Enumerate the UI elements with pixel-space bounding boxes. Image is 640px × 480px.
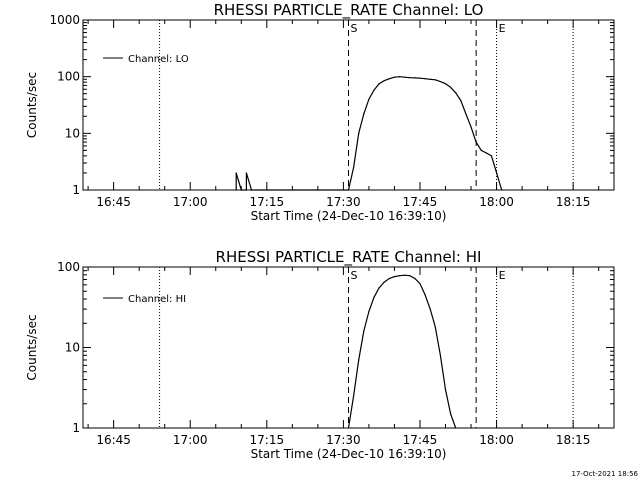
data-point <box>455 92 457 94</box>
x-tick-label: 16:45 <box>96 433 131 447</box>
data-point <box>368 98 370 100</box>
data-point <box>353 395 355 397</box>
x-tick-label: 17:45 <box>403 195 438 209</box>
y-axis-label: Counts/sec <box>25 72 39 138</box>
data-point <box>429 308 431 310</box>
start-marker-label: S <box>351 22 358 35</box>
data-point <box>409 77 411 79</box>
data-point <box>495 172 498 174</box>
data-point <box>240 189 242 191</box>
data-point <box>460 99 462 102</box>
x-tick-label: 18:15 <box>556 433 591 447</box>
series-line <box>347 274 457 429</box>
x-tick-label: 17:15 <box>250 195 285 209</box>
data-point <box>235 189 237 191</box>
data-point <box>434 79 436 81</box>
data-point <box>393 76 396 78</box>
data-point <box>388 277 390 280</box>
data-point <box>245 172 247 174</box>
x-axis-label: Start Time (24-Dec-10 16:39:10) <box>251 447 447 461</box>
data-point <box>383 80 385 82</box>
data-point <box>388 78 390 80</box>
data-point <box>475 141 477 143</box>
x-tick-label: 17:45 <box>403 433 438 447</box>
chart-title: RHESSI PARTICLE_RATE Channel: LO <box>214 1 484 20</box>
start-marker-label: S <box>351 269 358 282</box>
y-tick-label: 100 <box>57 260 80 274</box>
data-point <box>455 427 457 429</box>
data-point <box>424 78 426 80</box>
data-point <box>347 189 350 191</box>
data-point <box>404 274 406 276</box>
y-tick-label: 10 <box>65 341 80 355</box>
data-point <box>409 275 411 277</box>
data-point <box>439 354 442 356</box>
x-tick-label: 18:15 <box>556 195 591 209</box>
data-point <box>480 149 482 151</box>
data-point <box>378 83 380 85</box>
data-point <box>358 359 360 361</box>
data-point <box>353 166 355 169</box>
data-point <box>378 287 380 289</box>
x-tick-label: 17:30 <box>326 433 361 447</box>
x-tick-label: 18:00 <box>479 433 514 447</box>
data-point <box>363 113 365 115</box>
x-tick-label: 17:00 <box>173 433 208 447</box>
data-point <box>444 388 447 391</box>
y-axis-label: Counts/sec <box>25 314 39 380</box>
data-point <box>439 80 442 83</box>
data-point <box>450 86 452 88</box>
x-tick-label: 17:00 <box>173 195 208 209</box>
data-point <box>393 275 396 278</box>
series-line <box>235 76 503 191</box>
data-point <box>414 77 416 79</box>
data-point <box>419 77 421 79</box>
x-tick-label: 17:30 <box>326 195 361 209</box>
data-point <box>398 76 401 78</box>
data-point <box>373 296 375 298</box>
data-point <box>250 189 253 191</box>
data-point <box>368 310 370 313</box>
data-point <box>347 427 350 429</box>
chart-title: RHESSI PARTICLE_RATE Channel: HI <box>216 248 482 267</box>
end-marker-label: E <box>499 269 506 282</box>
legend-label: Channel: LO <box>128 54 189 65</box>
data-point <box>490 155 493 157</box>
data-point <box>444 83 447 85</box>
data-point <box>245 189 247 191</box>
data-point <box>424 294 426 296</box>
data-point <box>235 172 237 174</box>
y-tick-label: 1 <box>72 183 80 197</box>
data-point <box>255 189 258 191</box>
data-point <box>414 277 416 280</box>
legend-label: Channel: HI <box>128 294 186 305</box>
data-point <box>470 126 472 128</box>
data-point <box>429 78 431 80</box>
data-point <box>485 152 487 154</box>
data-point <box>363 330 365 332</box>
y-tick-label: 100 <box>57 70 80 84</box>
x-tick-label: 17:15 <box>250 433 285 447</box>
data-point <box>373 89 375 91</box>
data-point <box>434 326 436 328</box>
end-marker-label: E <box>499 22 506 35</box>
x-axis-label: Start Time (24-Dec-10 16:39:10) <box>251 209 447 223</box>
data-point <box>383 281 385 283</box>
data-point <box>450 413 452 415</box>
x-tick-label: 18:00 <box>479 195 514 209</box>
data-point <box>465 113 467 115</box>
data-point <box>501 189 503 191</box>
data-point <box>398 275 401 277</box>
y-tick-label: 10 <box>65 126 80 140</box>
y-tick-label: 1000 <box>49 13 80 27</box>
x-tick-label: 16:45 <box>96 195 131 209</box>
data-point <box>404 76 406 78</box>
y-tick-label: 1 <box>72 421 80 435</box>
data-point <box>358 132 360 134</box>
data-point <box>419 283 421 285</box>
footer-timestamp: 17-Oct-2021 18:56 <box>572 470 639 478</box>
